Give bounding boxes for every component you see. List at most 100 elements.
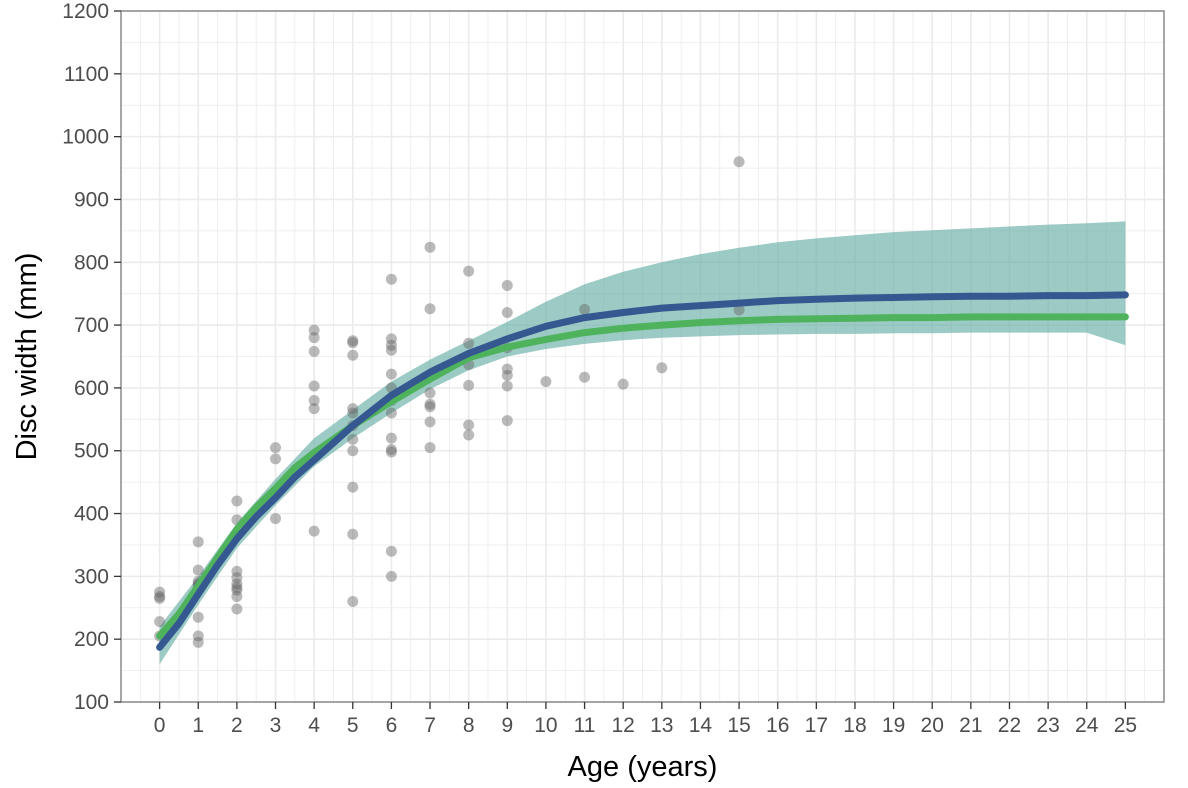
- y-tick-label: 1000: [62, 126, 109, 149]
- data-point: [308, 345, 320, 357]
- x-tick-label: 17: [805, 714, 828, 737]
- x-tick-label: 3: [270, 714, 282, 737]
- data-point: [347, 528, 359, 540]
- x-tick-label: 20: [921, 714, 944, 737]
- data-point: [385, 570, 397, 582]
- data-point: [385, 368, 397, 380]
- data-point: [231, 565, 243, 577]
- data-point: [501, 363, 513, 375]
- x-tick-label: 9: [501, 714, 513, 737]
- x-tick-label: 10: [534, 714, 557, 737]
- data-point: [154, 586, 166, 598]
- data-point: [733, 156, 745, 168]
- y-tick-label: 800: [74, 251, 109, 274]
- data-point: [270, 453, 282, 465]
- data-point: [347, 433, 359, 445]
- data-point: [463, 265, 475, 277]
- y-tick-label: 400: [74, 503, 109, 526]
- data-point: [501, 380, 513, 392]
- y-tick-label: 500: [74, 440, 109, 463]
- data-point: [501, 415, 513, 427]
- data-point: [463, 429, 475, 441]
- data-point: [424, 416, 436, 428]
- x-tick-label: 8: [463, 714, 475, 737]
- x-tick-label: 13: [650, 714, 673, 737]
- x-tick-label: 18: [843, 714, 866, 737]
- data-point: [385, 432, 397, 444]
- data-point: [463, 419, 475, 431]
- x-tick-label: 1: [192, 714, 204, 737]
- data-point: [424, 401, 436, 413]
- data-point: [385, 446, 397, 458]
- data-point: [308, 324, 320, 336]
- x-tick-label: 14: [689, 714, 713, 737]
- x-tick-label: 16: [766, 714, 789, 737]
- fitted-curves: [156, 291, 1129, 651]
- data-point: [192, 536, 204, 548]
- data-point: [231, 572, 243, 584]
- data-point: [385, 339, 397, 351]
- y-tick-label: 600: [74, 377, 109, 400]
- x-tick-label: 2: [231, 714, 243, 737]
- x-tick-label: 22: [998, 714, 1021, 737]
- data-point: [154, 592, 166, 604]
- data-point: [579, 303, 591, 315]
- data-point: [231, 584, 243, 596]
- data-point: [424, 442, 436, 454]
- data-point: [308, 403, 320, 415]
- data-point: [617, 378, 629, 390]
- data-point: [231, 578, 243, 590]
- plot-frame: [120, 10, 1165, 703]
- data-point: [192, 611, 204, 623]
- data-point: [231, 582, 243, 594]
- x-tick-label: 4: [308, 714, 320, 737]
- grid-lines: [121, 10, 1164, 703]
- x-tick-label: 21: [959, 714, 982, 737]
- data-point: [270, 513, 282, 525]
- x-tick-label: 0: [154, 714, 166, 737]
- data-point: [347, 445, 359, 457]
- y-tick-label: 900: [74, 188, 109, 211]
- data-point: [347, 403, 359, 415]
- data-point: [385, 273, 397, 285]
- y-tick-label: 1200: [62, 0, 109, 23]
- y-tick-label: 200: [74, 628, 109, 651]
- data-point: [463, 379, 475, 391]
- data-point: [424, 387, 436, 399]
- data-point: [154, 616, 166, 628]
- x-tick-label: 7: [424, 714, 436, 737]
- y-tick-label: 300: [74, 565, 109, 588]
- data-point: [385, 344, 397, 356]
- data-point: [424, 303, 436, 315]
- data-point: [385, 407, 397, 419]
- data-point: [424, 241, 436, 253]
- y-tick-label: 100: [74, 691, 109, 714]
- data-point: [347, 349, 359, 361]
- x-axis: 0 1 2 3 4 5 6 7 8 9 10 11 12 13 14 15 16 17 18 19 20 21 22 23 24…: [154, 702, 1137, 737]
- data-point: [231, 603, 243, 615]
- x-tick-label: 5: [347, 714, 359, 737]
- data-point: [501, 280, 513, 292]
- x-tick-label: 12: [612, 714, 635, 737]
- data-point: [385, 545, 397, 557]
- confidence-band: [159, 221, 1126, 665]
- data-point: [347, 595, 359, 607]
- data-point: [540, 376, 552, 388]
- data-point: [501, 307, 513, 319]
- data-point: [347, 407, 359, 419]
- y-axis-title: Disc width (mm): [11, 253, 43, 461]
- data-point: [231, 495, 243, 507]
- data-point: [501, 369, 513, 381]
- green-fit-curve: [156, 313, 1129, 640]
- data-point: [270, 442, 282, 454]
- y-tick-label: 1100: [64, 63, 109, 86]
- data-point: [733, 304, 745, 316]
- data-point: [347, 481, 359, 493]
- data-point: [308, 380, 320, 392]
- y-axis: 100 200 300 400 500 600 700 800 900 1000 1100 1200: [62, 0, 121, 714]
- data-point: [192, 630, 204, 642]
- data-point: [192, 636, 204, 648]
- data-point: [579, 371, 591, 383]
- data-point: [308, 525, 320, 537]
